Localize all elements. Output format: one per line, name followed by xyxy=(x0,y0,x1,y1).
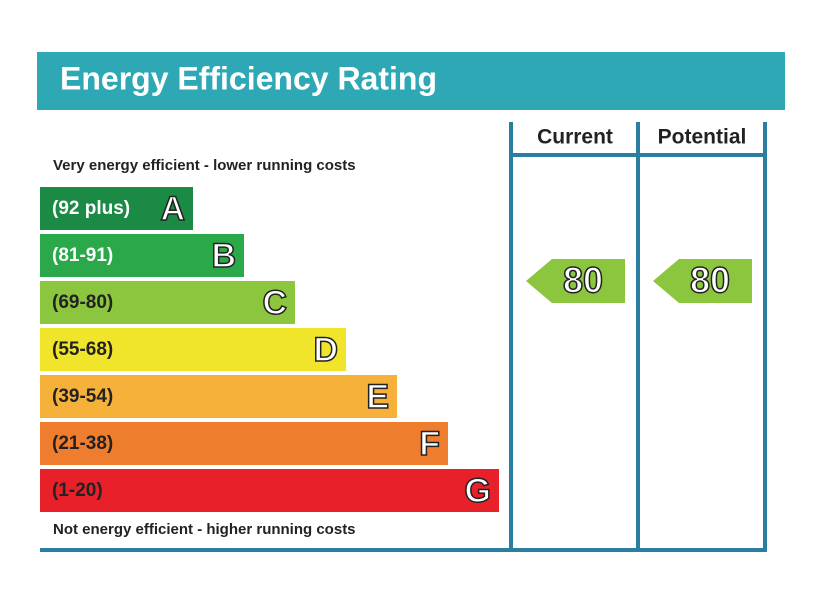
rating-value: 80 xyxy=(563,260,603,301)
bottom-note: Not energy efficient - higher running co… xyxy=(53,521,356,538)
band xyxy=(40,328,346,371)
band-range: (81-91) xyxy=(52,245,113,266)
band-range: (69-80) xyxy=(52,292,113,313)
band xyxy=(40,187,193,230)
band-range: (21-38) xyxy=(52,433,113,454)
rating-arrow xyxy=(653,259,752,303)
rating-arrow xyxy=(526,259,625,303)
band xyxy=(40,469,499,512)
band-range: (39-54) xyxy=(52,386,113,407)
column-header: Current xyxy=(537,126,613,149)
column-header: Potential xyxy=(658,126,747,149)
band xyxy=(40,234,244,277)
title-bar xyxy=(37,52,785,110)
band xyxy=(40,375,397,418)
band xyxy=(40,422,448,465)
top-note: Very energy efficient - lower running co… xyxy=(53,157,356,174)
band-letter: C xyxy=(262,284,287,322)
band-letter: F xyxy=(419,425,440,463)
band-range: (1-20) xyxy=(52,480,103,501)
band-letter: B xyxy=(211,237,236,275)
title: Energy Efficiency Rating xyxy=(60,60,437,96)
band-letter: D xyxy=(313,331,338,369)
band-range: (55-68) xyxy=(52,339,113,360)
band-letter: E xyxy=(366,378,389,416)
band xyxy=(40,281,295,324)
band-range: (92 plus) xyxy=(52,198,130,219)
rating-value: 80 xyxy=(690,260,730,301)
band-letter: A xyxy=(160,190,185,228)
frame xyxy=(40,122,767,552)
band-letter: G xyxy=(465,472,491,510)
